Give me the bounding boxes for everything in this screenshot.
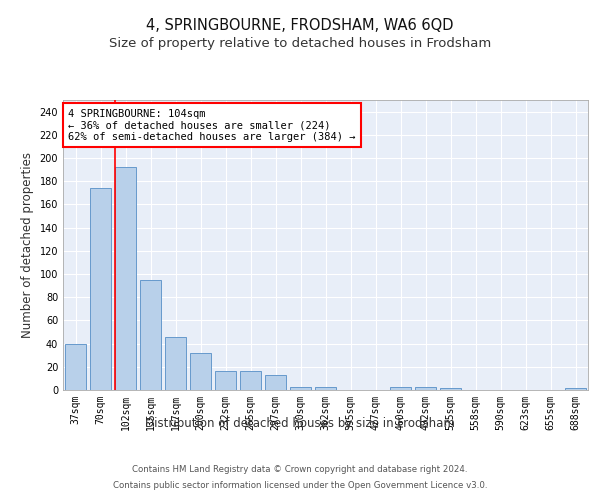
Text: Distribution of detached houses by size in Frodsham: Distribution of detached houses by size … [145, 418, 455, 430]
Bar [215, 372, 236, 390]
Bar [65, 344, 86, 390]
Bar [390, 386, 411, 390]
Text: 4 SPRINGBOURNE: 104sqm
← 36% of detached houses are smaller (224)
62% of semi-de: 4 SPRINGBOURNE: 104sqm ← 36% of detached… [68, 108, 356, 142]
Text: Size of property relative to detached houses in Frodsham: Size of property relative to detached ho… [109, 38, 491, 51]
Bar [240, 372, 261, 390]
Y-axis label: Number of detached properties: Number of detached properties [21, 152, 34, 338]
Bar [265, 375, 286, 390]
Bar [440, 388, 461, 390]
Text: Contains public sector information licensed under the Open Government Licence v3: Contains public sector information licen… [113, 480, 487, 490]
Bar [565, 388, 586, 390]
Text: 4, SPRINGBOURNE, FRODSHAM, WA6 6QD: 4, SPRINGBOURNE, FRODSHAM, WA6 6QD [146, 18, 454, 32]
Bar [415, 386, 436, 390]
Bar [115, 168, 136, 390]
Bar [90, 188, 111, 390]
Bar [290, 386, 311, 390]
Bar [165, 336, 186, 390]
Bar [140, 280, 161, 390]
Bar [190, 353, 211, 390]
Bar [315, 386, 336, 390]
Text: Contains HM Land Registry data © Crown copyright and database right 2024.: Contains HM Land Registry data © Crown c… [132, 466, 468, 474]
